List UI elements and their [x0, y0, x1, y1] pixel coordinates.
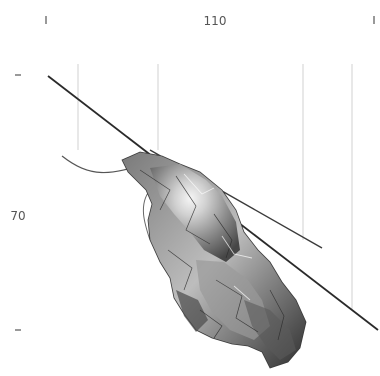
crumpled-object [121, 151, 307, 369]
vertical-guides [77, 64, 353, 310]
top-value-label: 110 [204, 14, 227, 28]
left-value-label: 70 [10, 209, 25, 223]
